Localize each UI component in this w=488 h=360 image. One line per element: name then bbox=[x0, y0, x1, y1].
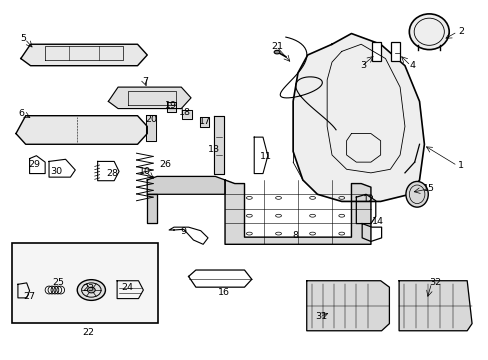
FancyBboxPatch shape bbox=[12, 243, 158, 323]
Text: 24: 24 bbox=[121, 283, 133, 292]
FancyBboxPatch shape bbox=[390, 42, 399, 62]
Text: 7: 7 bbox=[142, 77, 147, 86]
Text: 2: 2 bbox=[457, 27, 463, 36]
Text: 15: 15 bbox=[423, 184, 434, 193]
Polygon shape bbox=[398, 281, 471, 331]
Text: 14: 14 bbox=[371, 217, 384, 226]
Text: 22: 22 bbox=[82, 328, 94, 337]
Text: 31: 31 bbox=[315, 312, 327, 321]
Text: 27: 27 bbox=[23, 292, 36, 301]
Polygon shape bbox=[108, 87, 191, 109]
Polygon shape bbox=[224, 180, 370, 244]
Text: 12: 12 bbox=[362, 195, 374, 204]
Text: 28: 28 bbox=[106, 169, 118, 178]
Polygon shape bbox=[146, 115, 156, 141]
Text: 19: 19 bbox=[164, 101, 176, 110]
Ellipse shape bbox=[87, 287, 95, 293]
Polygon shape bbox=[292, 33, 424, 202]
Text: 20: 20 bbox=[145, 116, 157, 125]
Polygon shape bbox=[16, 116, 147, 144]
Text: 18: 18 bbox=[179, 108, 191, 117]
Text: 5: 5 bbox=[20, 35, 26, 44]
Polygon shape bbox=[21, 44, 147, 66]
Text: 13: 13 bbox=[208, 145, 220, 154]
Ellipse shape bbox=[274, 50, 280, 54]
Text: 11: 11 bbox=[260, 152, 272, 161]
Polygon shape bbox=[147, 194, 157, 223]
Text: 32: 32 bbox=[428, 278, 440, 287]
Text: 4: 4 bbox=[408, 61, 414, 70]
Polygon shape bbox=[200, 117, 209, 127]
Polygon shape bbox=[147, 176, 224, 194]
Ellipse shape bbox=[405, 181, 427, 207]
Text: 9: 9 bbox=[181, 227, 186, 236]
Text: 6: 6 bbox=[19, 109, 25, 118]
Text: 25: 25 bbox=[53, 278, 64, 287]
Text: 23: 23 bbox=[81, 284, 94, 293]
Ellipse shape bbox=[77, 280, 105, 300]
Text: 1: 1 bbox=[457, 161, 463, 170]
Text: 16: 16 bbox=[218, 288, 230, 297]
Polygon shape bbox=[306, 281, 388, 331]
FancyBboxPatch shape bbox=[371, 42, 380, 62]
Text: 21: 21 bbox=[271, 41, 283, 50]
Ellipse shape bbox=[408, 14, 448, 50]
Text: 30: 30 bbox=[50, 167, 62, 176]
Text: 10: 10 bbox=[139, 167, 150, 176]
Polygon shape bbox=[166, 103, 176, 112]
Text: 26: 26 bbox=[160, 161, 171, 170]
Polygon shape bbox=[182, 110, 192, 119]
Text: 17: 17 bbox=[198, 117, 210, 126]
Text: 8: 8 bbox=[292, 231, 298, 240]
Text: 3: 3 bbox=[360, 61, 366, 70]
Text: 29: 29 bbox=[28, 161, 41, 170]
Polygon shape bbox=[214, 116, 224, 174]
